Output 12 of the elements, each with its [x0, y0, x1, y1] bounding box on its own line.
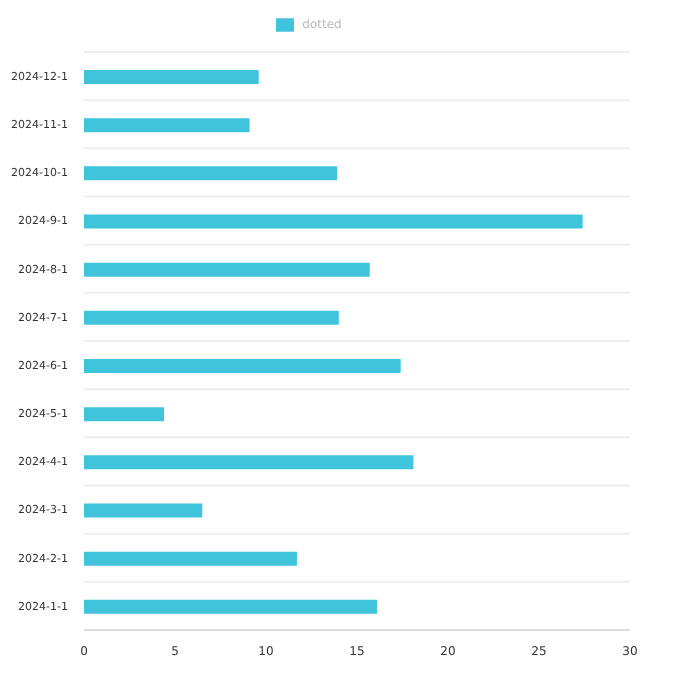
bar	[84, 455, 414, 470]
bar	[84, 310, 339, 325]
bar	[84, 262, 370, 277]
bar	[84, 503, 203, 518]
bar	[84, 407, 165, 422]
bar	[84, 70, 259, 84]
bar	[84, 359, 401, 373]
bar	[84, 118, 250, 133]
bar	[84, 166, 337, 181]
bar	[84, 551, 297, 566]
bar	[84, 599, 378, 614]
bar	[84, 214, 583, 229]
